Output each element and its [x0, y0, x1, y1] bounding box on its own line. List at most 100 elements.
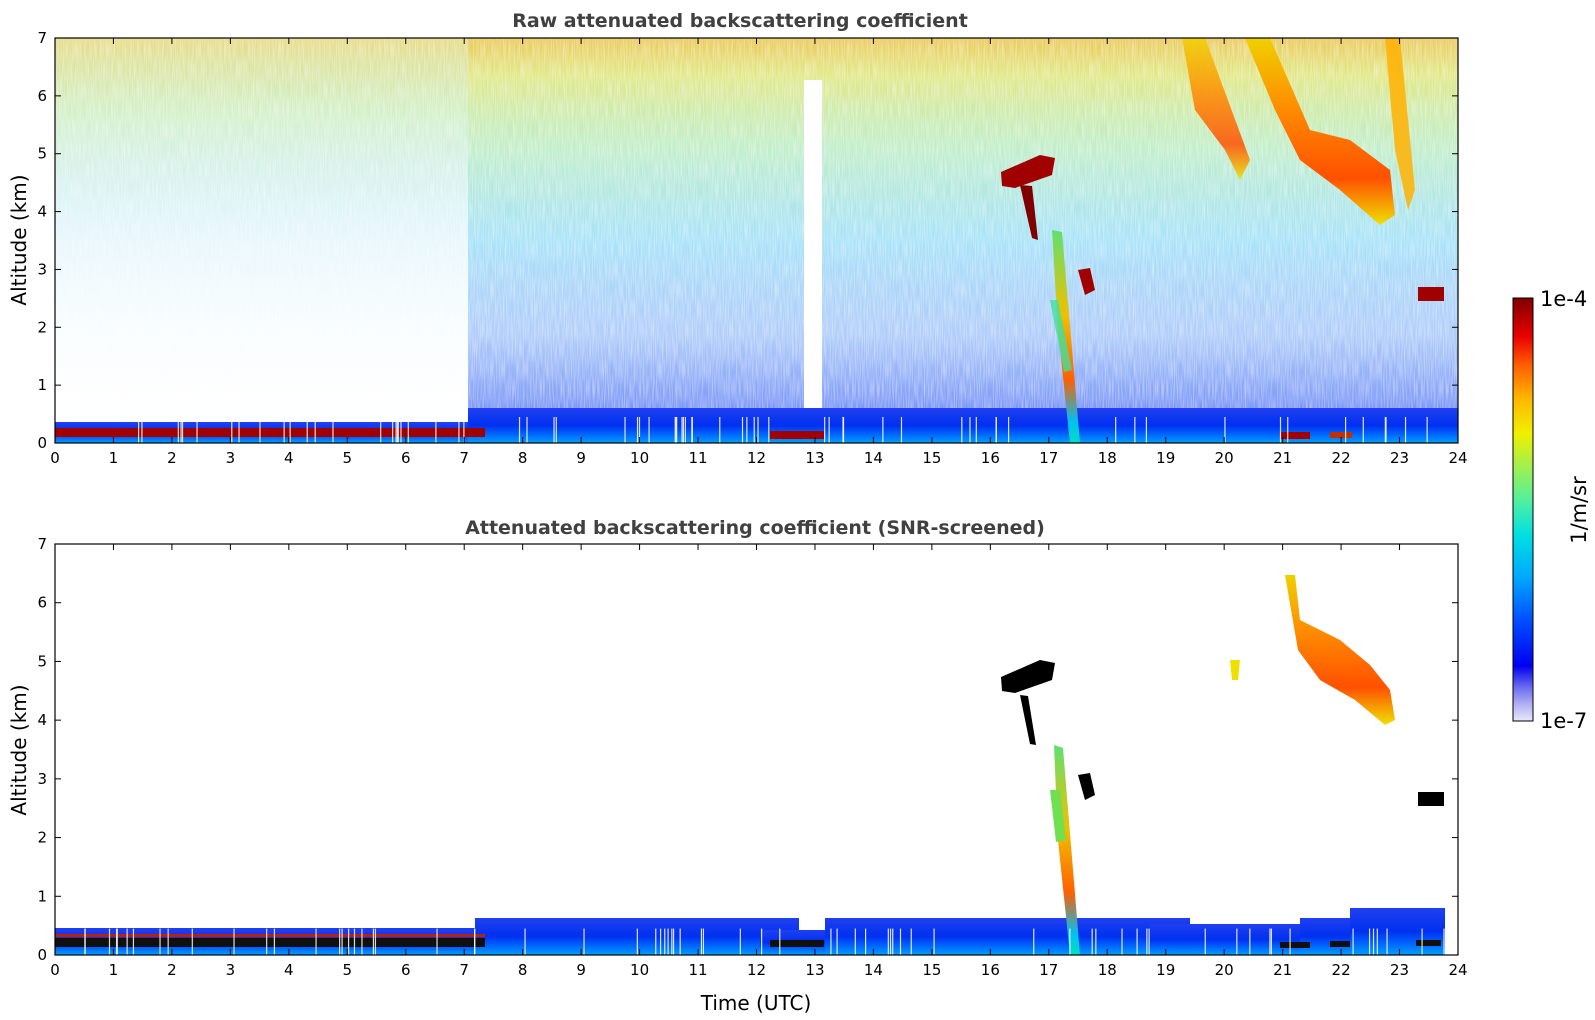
x-tick-label: 18 [1098, 961, 1117, 979]
profile-gap [397, 416, 399, 443]
snr-aerosol-layer [55, 938, 485, 947]
colorbar-unit-label: 1/m/sr [1567, 476, 1591, 544]
x-tick-label: 15 [922, 961, 941, 979]
profile-gap [682, 416, 685, 443]
x-tick-label: 13 [805, 449, 824, 467]
x-tick-label: 1 [109, 449, 119, 467]
profile-gap [1204, 928, 1206, 955]
profile-gap [341, 928, 343, 955]
profile-gap [700, 928, 703, 955]
profile-gap [882, 416, 884, 443]
raw-plume-branch [1050, 300, 1072, 372]
profile-gap [899, 928, 902, 955]
profile-gap [648, 416, 650, 443]
profile-gap [407, 416, 409, 443]
raw-aerosol-layer-4 [1330, 432, 1352, 438]
profile-gap [233, 928, 235, 955]
x-tick-label: 3 [226, 449, 236, 467]
y-tick-label: 4 [37, 203, 47, 221]
profile-gap [674, 416, 676, 443]
x-tick-label: 7 [459, 961, 469, 979]
raw-y-axis: 0 1 2 3 4 5 6 7 [37, 29, 1458, 452]
profile-gap [664, 928, 666, 955]
snr-elevated-cloud-tail [1020, 695, 1036, 745]
snr-boundary-layer-mid2 [1150, 924, 1300, 955]
profile-gap [889, 928, 892, 955]
profile-gap [395, 416, 397, 443]
profile-gap [1352, 928, 1354, 955]
x-tick-label: 21 [1273, 961, 1292, 979]
x-tick-label: 9 [576, 449, 586, 467]
profile-gap [132, 928, 135, 955]
y-tick-label: 0 [37, 946, 47, 964]
snr-elevated-cloud [1001, 660, 1055, 693]
x-tick-label: 23 [1390, 961, 1409, 979]
profile-gap [1091, 928, 1093, 955]
x-tick-label: 20 [1215, 449, 1234, 467]
x-tick-label: 8 [518, 449, 528, 467]
profile-gap [824, 416, 826, 443]
snr-panel-title: Attenuated backscattering coefficient (S… [465, 517, 1045, 539]
profile-gap [435, 416, 437, 443]
profile-gap [691, 416, 693, 443]
x-tick-label: 16 [981, 449, 1000, 467]
colorbar-min-label: 1e-7 [1540, 709, 1587, 733]
raw-profile-gaps [137, 416, 1428, 443]
profile-gap [655, 928, 657, 955]
profile-gap [1270, 928, 1273, 955]
profile-gap [196, 416, 198, 443]
profile-gap [1421, 928, 1423, 955]
snr-boundary-layer-right [1300, 918, 1350, 955]
snr-panel-frame [54, 543, 1459, 956]
x-tick-label: 19 [1156, 449, 1175, 467]
profile-gap [1249, 928, 1251, 955]
profile-gap [1368, 928, 1371, 955]
profile-gap [374, 928, 377, 955]
raw-aerosol-layer [55, 428, 485, 437]
profile-gap [768, 416, 770, 443]
y-tick-label: 1 [37, 887, 47, 905]
profile-gap [372, 928, 375, 955]
profile-gap [779, 928, 781, 955]
profile-gap [1362, 416, 1364, 443]
profile-gap [667, 928, 669, 955]
profile-gap [1287, 416, 1289, 443]
x-tick-label: 8 [518, 961, 528, 979]
profile-gap [624, 416, 626, 443]
profile-gap [191, 928, 193, 955]
profile-gap [1145, 416, 1148, 443]
profile-gap [892, 928, 894, 955]
profile-gap [306, 416, 308, 443]
profile-gap [659, 928, 662, 955]
raw-cirrus-far [1385, 38, 1415, 210]
profile-gap [900, 416, 903, 443]
x-tick-label: 15 [922, 449, 941, 467]
x-tick-label: 6 [401, 961, 411, 979]
profile-gap [975, 416, 977, 443]
raw-heatmap [55, 38, 1458, 443]
x-tick-label: 24 [1448, 449, 1467, 467]
profile-gap [671, 928, 673, 955]
y-tick-label: 0 [37, 434, 47, 452]
profile-gap [84, 928, 86, 955]
profile-gap [518, 416, 521, 443]
snr-profile-gaps [84, 928, 1445, 955]
profile-gap [1148, 928, 1150, 955]
profile-gap [1443, 928, 1445, 955]
profile-gap [679, 928, 681, 955]
profile-gap [739, 928, 741, 955]
profile-gap [638, 416, 641, 443]
profile-gap [283, 416, 285, 443]
y-tick-label: 1 [37, 376, 47, 394]
x-tick-label: 16 [981, 961, 1000, 979]
profile-gap [361, 928, 363, 955]
x-tick-label: 17 [1039, 961, 1058, 979]
profile-gap [1136, 928, 1138, 955]
profile-gap [526, 416, 528, 443]
snr-boundary-layer-mid [825, 918, 1190, 955]
x-tick-label: 10 [630, 449, 649, 467]
x-tick-label: 6 [401, 449, 411, 467]
snr-cirrus [1285, 575, 1395, 725]
profile-gap [108, 928, 111, 955]
profile-gap [969, 416, 971, 443]
